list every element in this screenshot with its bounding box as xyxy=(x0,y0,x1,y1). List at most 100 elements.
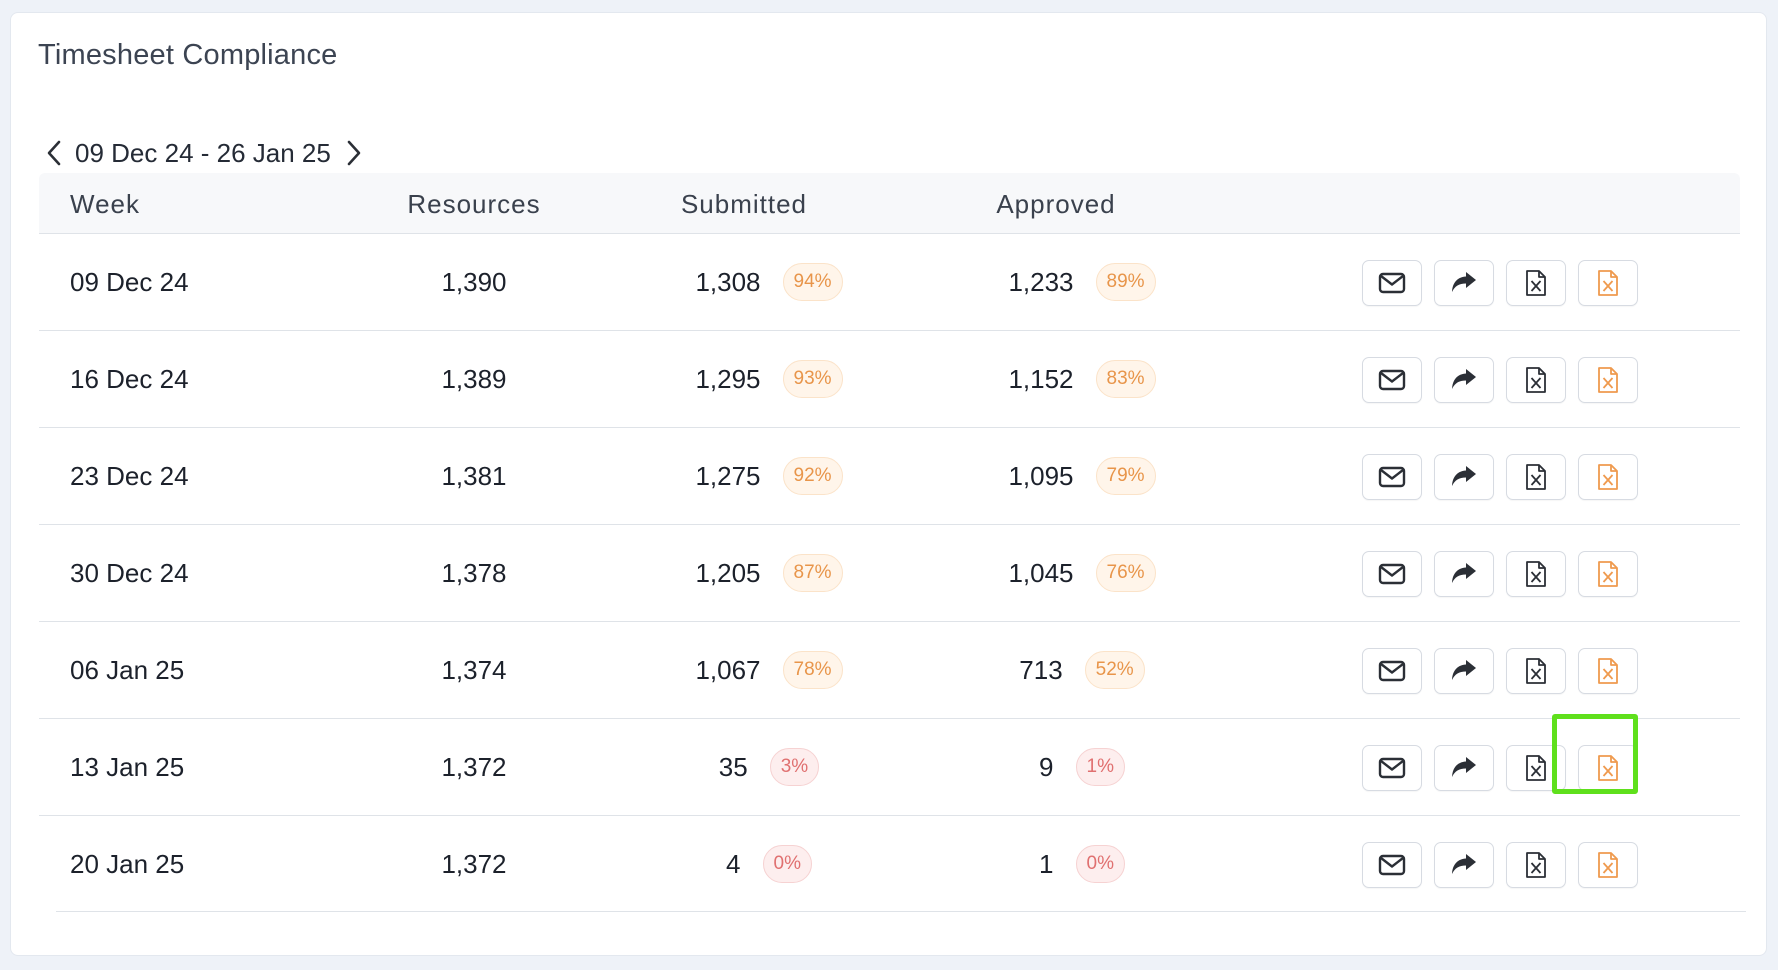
approved-count: 1,045 xyxy=(1008,557,1074,588)
week-cell: 20 Jan 25 xyxy=(70,849,185,879)
export-excel-highlight-button[interactable] xyxy=(1578,454,1638,500)
table-body: 09 Dec 24 1,390 1,308 94% 1,233 89% xyxy=(39,234,1740,912)
row-actions xyxy=(1362,745,1638,791)
table-row: 16 Dec 24 1,389 1,295 93% 1,152 83% xyxy=(39,331,1740,428)
export-excel-button[interactable] xyxy=(1506,551,1566,597)
share-button[interactable] xyxy=(1434,842,1494,888)
timesheet-compliance-card: Timesheet Compliance 09 Dec 24 - 26 Jan … xyxy=(10,12,1767,956)
excel-export-icon xyxy=(1526,852,1546,878)
export-excel-button[interactable] xyxy=(1506,842,1566,888)
resources-cell: 1,372 xyxy=(441,752,507,782)
submitted-cell: 1,308 94% xyxy=(619,234,919,330)
export-excel-button[interactable] xyxy=(1506,454,1566,500)
mail-icon xyxy=(1378,466,1406,488)
approved-percent-badge: 52% xyxy=(1084,651,1145,689)
chevron-right-icon xyxy=(347,140,361,166)
row-actions xyxy=(1362,357,1638,403)
mail-icon xyxy=(1378,272,1406,294)
approved-cell: 1,152 83% xyxy=(932,331,1232,427)
share-forward-icon xyxy=(1452,660,1476,680)
excel-export-highlight-icon xyxy=(1598,464,1618,490)
mail-icon xyxy=(1378,660,1406,682)
export-excel-highlight-button[interactable] xyxy=(1578,745,1638,791)
excel-export-highlight-icon xyxy=(1598,561,1618,587)
export-excel-highlight-button[interactable] xyxy=(1578,842,1638,888)
export-excel-button[interactable] xyxy=(1506,260,1566,306)
excel-export-highlight-icon xyxy=(1598,658,1618,684)
table-bottom-divider xyxy=(56,911,1746,912)
approved-percent-badge: 83% xyxy=(1095,360,1156,398)
submitted-percent-badge: 0% xyxy=(762,845,812,883)
column-header-submitted: Submitted xyxy=(680,189,808,219)
share-button[interactable] xyxy=(1434,260,1494,306)
excel-export-highlight-icon xyxy=(1598,755,1618,781)
card-title: Timesheet Compliance xyxy=(38,39,338,71)
week-cell: 13 Jan 25 xyxy=(70,752,185,782)
row-actions xyxy=(1362,260,1638,306)
email-button[interactable] xyxy=(1362,454,1422,500)
approved-cell: 1,095 79% xyxy=(932,428,1232,524)
export-excel-highlight-button[interactable] xyxy=(1578,357,1638,403)
table-header: Week Resources Submitted Approved xyxy=(39,173,1740,234)
approved-count: 713 xyxy=(1019,654,1063,685)
approved-percent-badge: 1% xyxy=(1075,748,1125,786)
submitted-cell: 1,295 93% xyxy=(619,331,919,427)
submitted-cell: 35 3% xyxy=(619,719,919,815)
approved-count: 1 xyxy=(1039,848,1054,879)
date-range-label: 09 Dec 24 - 26 Jan 25 xyxy=(75,137,331,168)
approved-count: 1,233 xyxy=(1008,266,1074,297)
email-button[interactable] xyxy=(1362,648,1422,694)
email-button[interactable] xyxy=(1362,551,1422,597)
excel-export-highlight-icon xyxy=(1598,270,1618,296)
excel-export-highlight-icon xyxy=(1598,367,1618,393)
approved-percent-badge: 76% xyxy=(1095,554,1156,592)
submitted-cell: 1,067 78% xyxy=(619,622,919,718)
next-range-button[interactable] xyxy=(341,133,367,173)
share-button[interactable] xyxy=(1434,454,1494,500)
export-excel-button[interactable] xyxy=(1506,357,1566,403)
row-actions xyxy=(1362,648,1638,694)
table-row: 20 Jan 25 1,372 4 0% 1 0% xyxy=(39,816,1740,912)
mail-icon xyxy=(1378,854,1406,876)
week-cell: 09 Dec 24 xyxy=(70,267,189,297)
export-excel-highlight-button[interactable] xyxy=(1578,648,1638,694)
submitted-count: 1,067 xyxy=(695,654,761,685)
share-button[interactable] xyxy=(1434,745,1494,791)
table-row: 06 Jan 25 1,374 1,067 78% 713 52% xyxy=(39,622,1740,719)
submitted-percent-badge: 93% xyxy=(782,360,843,398)
export-excel-button[interactable] xyxy=(1506,745,1566,791)
resources-cell: 1,390 xyxy=(441,267,507,297)
export-excel-button[interactable] xyxy=(1506,648,1566,694)
prev-range-button[interactable] xyxy=(41,133,67,173)
export-excel-highlight-button[interactable] xyxy=(1578,551,1638,597)
email-button[interactable] xyxy=(1362,357,1422,403)
week-cell: 16 Dec 24 xyxy=(70,364,189,394)
email-button[interactable] xyxy=(1362,842,1422,888)
share-button[interactable] xyxy=(1434,357,1494,403)
submitted-count: 35 xyxy=(718,751,748,782)
email-button[interactable] xyxy=(1362,260,1422,306)
week-cell: 23 Dec 24 xyxy=(70,461,189,491)
submitted-count: 1,275 xyxy=(695,460,761,491)
column-header-approved: Approved xyxy=(996,189,1116,219)
export-excel-highlight-button[interactable] xyxy=(1578,260,1638,306)
excel-export-icon xyxy=(1526,367,1546,393)
submitted-percent-badge: 94% xyxy=(782,263,843,301)
resources-cell: 1,381 xyxy=(441,461,507,491)
share-forward-icon xyxy=(1452,272,1476,292)
submitted-count: 1,205 xyxy=(695,557,761,588)
excel-export-icon xyxy=(1526,464,1546,490)
row-actions xyxy=(1362,842,1638,888)
table-row: 13 Jan 25 1,372 35 3% 9 1% xyxy=(39,719,1740,816)
date-range-selector: 09 Dec 24 - 26 Jan 25 xyxy=(41,133,367,173)
submitted-cell: 1,205 87% xyxy=(619,525,919,621)
column-header-resources: Resources xyxy=(407,189,541,219)
share-button[interactable] xyxy=(1434,551,1494,597)
mail-icon xyxy=(1378,369,1406,391)
submitted-percent-badge: 87% xyxy=(782,554,843,592)
compliance-table: Week Resources Submitted Approved 09 Dec… xyxy=(39,173,1740,912)
submitted-percent-badge: 3% xyxy=(769,748,820,786)
email-button[interactable] xyxy=(1362,745,1422,791)
share-button[interactable] xyxy=(1434,648,1494,694)
approved-count: 9 xyxy=(1039,751,1054,782)
